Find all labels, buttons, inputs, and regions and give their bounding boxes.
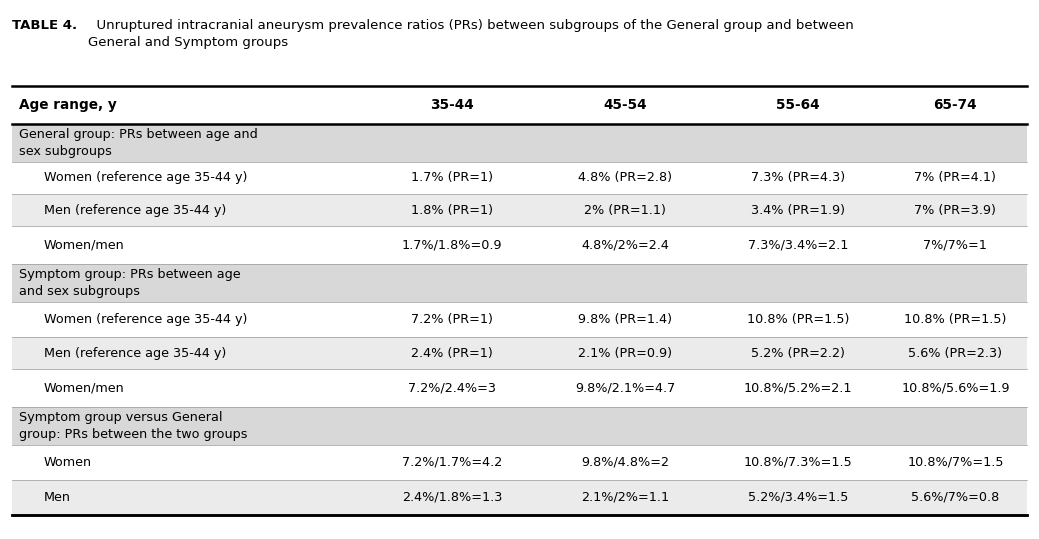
Bar (12, 194, 1027, 226)
Text: 10.8%/5.2%=2.1: 10.8%/5.2%=2.1 (744, 382, 852, 395)
Text: 2.1%/2%=1.1: 2.1%/2%=1.1 (581, 490, 669, 504)
Bar (12, 369, 1027, 407)
Text: 2.4%/1.8%=1.3: 2.4%/1.8%=1.3 (402, 490, 502, 504)
Text: 1.8% (PR=1): 1.8% (PR=1) (411, 204, 492, 217)
Text: 45-54: 45-54 (604, 98, 646, 112)
Bar (12, 226, 1027, 264)
Bar (12, 302, 1027, 337)
Bar (12, 337, 1027, 369)
Text: 9.8%/4.8%=2: 9.8%/4.8%=2 (581, 455, 669, 469)
Text: Women (reference age 35-44 y): Women (reference age 35-44 y) (44, 171, 247, 184)
Text: 7.3%/3.4%=2.1: 7.3%/3.4%=2.1 (748, 239, 848, 252)
Text: 5.2%/3.4%=1.5: 5.2%/3.4%=1.5 (748, 490, 848, 504)
Text: 2.4% (PR=1): 2.4% (PR=1) (411, 347, 492, 360)
Text: Symptom group: PRs between age
and sex subgroups: Symptom group: PRs between age and sex s… (19, 268, 240, 298)
Text: 1.7%/1.8%=0.9: 1.7%/1.8%=0.9 (402, 239, 502, 252)
Text: 2% (PR=1.1): 2% (PR=1.1) (584, 204, 666, 217)
Bar (12, 162, 1027, 194)
Bar (12, 264, 1027, 302)
Text: 9.8% (PR=1.4): 9.8% (PR=1.4) (578, 313, 672, 326)
Text: General group: PRs between age and
sex subgroups: General group: PRs between age and sex s… (19, 128, 258, 157)
Text: 7.2% (PR=1): 7.2% (PR=1) (411, 313, 492, 326)
Text: 5.6%/7%=0.8: 5.6%/7%=0.8 (911, 490, 1000, 504)
Bar (12, 86, 1027, 124)
Text: Women/men: Women/men (44, 239, 125, 252)
Text: 55-64: 55-64 (776, 98, 820, 112)
Text: 7%/7%=1: 7%/7%=1 (924, 239, 987, 252)
Text: Women (reference age 35-44 y): Women (reference age 35-44 y) (44, 313, 247, 326)
Text: 7.3% (PR=4.3): 7.3% (PR=4.3) (751, 171, 845, 184)
Text: 7% (PR=3.9): 7% (PR=3.9) (914, 204, 996, 217)
Text: 3.4% (PR=1.9): 3.4% (PR=1.9) (751, 204, 845, 217)
Text: Unruptured intracranial aneurysm prevalence ratios (PRs) between subgroups of th: Unruptured intracranial aneurysm prevale… (88, 19, 854, 49)
Text: Age range, y: Age range, y (19, 98, 116, 112)
Text: 7% (PR=4.1): 7% (PR=4.1) (914, 171, 996, 184)
Text: Symptom group versus General
group: PRs between the two groups: Symptom group versus General group: PRs … (19, 411, 247, 440)
Bar (12, 407, 1027, 445)
Text: 5.2% (PR=2.2): 5.2% (PR=2.2) (751, 347, 845, 360)
Text: 35-44: 35-44 (430, 98, 474, 112)
Text: 10.8%/7%=1.5: 10.8%/7%=1.5 (907, 455, 1004, 469)
Text: 2.1% (PR=0.9): 2.1% (PR=0.9) (578, 347, 672, 360)
Text: 4.8% (PR=2.8): 4.8% (PR=2.8) (578, 171, 672, 184)
Text: 10.8%/7.3%=1.5: 10.8%/7.3%=1.5 (744, 455, 852, 469)
Bar (12, 480, 1027, 515)
Text: 1.7% (PR=1): 1.7% (PR=1) (411, 171, 492, 184)
Text: 7.2%/2.4%=3: 7.2%/2.4%=3 (408, 382, 496, 395)
Bar (12, 124, 1027, 162)
Text: 65-74: 65-74 (934, 98, 977, 112)
Text: 7.2%/1.7%=4.2: 7.2%/1.7%=4.2 (402, 455, 502, 469)
Text: Men (reference age 35-44 y): Men (reference age 35-44 y) (44, 347, 225, 360)
Text: 10.8% (PR=1.5): 10.8% (PR=1.5) (904, 313, 1007, 326)
Text: Men (reference age 35-44 y): Men (reference age 35-44 y) (44, 204, 225, 217)
Text: Men: Men (44, 490, 71, 504)
Text: 10.8% (PR=1.5): 10.8% (PR=1.5) (747, 313, 849, 326)
Text: 9.8%/2.1%=4.7: 9.8%/2.1%=4.7 (575, 382, 675, 395)
Text: 10.8%/5.6%=1.9: 10.8%/5.6%=1.9 (901, 382, 1010, 395)
Text: Women/men: Women/men (44, 382, 125, 395)
Text: 5.6% (PR=2.3): 5.6% (PR=2.3) (908, 347, 1003, 360)
Bar (12, 445, 1027, 480)
Text: TABLE 4.: TABLE 4. (12, 19, 78, 32)
Text: Women: Women (44, 455, 91, 469)
Text: 4.8%/2%=2.4: 4.8%/2%=2.4 (581, 239, 669, 252)
